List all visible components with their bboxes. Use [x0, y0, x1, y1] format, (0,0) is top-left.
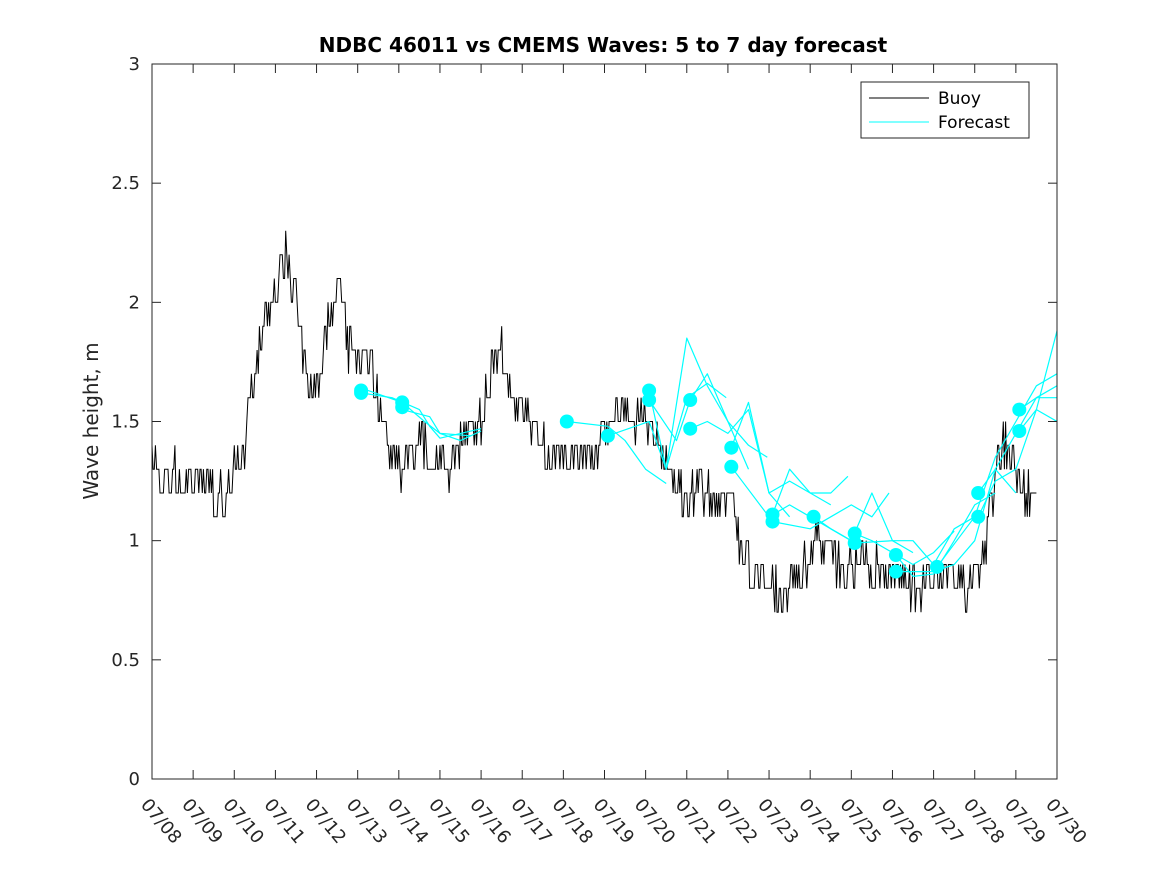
y-tick-label: 2.5: [111, 173, 140, 194]
forecast-marker: [600, 428, 615, 443]
forecast-marker: [888, 548, 903, 562]
forecast-marker: [971, 509, 986, 524]
forecast-marker: [559, 414, 574, 429]
forecast-marker: [1012, 424, 1027, 438]
forecast-marker: [888, 564, 903, 579]
forecast-series-line: [730, 401, 832, 506]
forecast-marker: [930, 559, 944, 574]
forecast-series-line: [566, 420, 667, 484]
forecast-marker: [971, 486, 986, 500]
y-tick-label: 0: [129, 769, 140, 790]
buoy-series-line: [152, 230, 1037, 613]
chart-title: NDBC 46011 vs CMEMS Waves: 5 to 7 day fo…: [319, 33, 888, 57]
forecast-series-line: [689, 409, 791, 518]
forecast-marker: [395, 400, 410, 415]
legend: Buoy Forecast: [860, 81, 1030, 139]
plot-area: [151, 63, 1058, 780]
forecast-marker: [724, 440, 739, 455]
forecast-marker: [806, 509, 821, 524]
forecast-series-line: [1018, 409, 1057, 432]
forecast-series-line: [772, 492, 890, 530]
forecast-marker: [1012, 402, 1027, 417]
forecast-marker: [354, 383, 369, 398]
y-tick-label: 3: [129, 54, 140, 75]
forecast-marker: [847, 536, 862, 550]
forecast-marker: [724, 459, 739, 474]
forecast-series-line: [854, 530, 955, 566]
forecast-marker: [765, 514, 780, 529]
y-tick-label: 2: [129, 292, 140, 313]
y-tick-label: 0.5: [111, 650, 140, 671]
forecast-series-line: [607, 382, 727, 470]
legend-label-forecast: Forecast: [938, 113, 1010, 133]
forecast-series-line: [360, 387, 482, 442]
forecast-marker: [642, 393, 657, 407]
forecast-series-line: [936, 373, 1057, 568]
legend-box: [860, 81, 1030, 139]
forecast-series-line: [813, 492, 914, 554]
y-axis-label: Wave height, m: [79, 342, 103, 499]
y-tick-label: 1: [129, 531, 140, 552]
forecast-series-line: [361, 392, 482, 439]
forecast-series-line: [402, 409, 471, 437]
forecast-marker: [683, 421, 698, 436]
legend-label-buoy: Buoy: [938, 89, 981, 109]
forecast-series-line: [854, 516, 976, 566]
forecast-marker: [683, 393, 698, 407]
forecast-series-line: [771, 468, 849, 515]
forecast-series-line: [648, 373, 768, 458]
y-tick-label: 1.5: [111, 412, 140, 433]
forecast-series-line: [977, 330, 1057, 518]
forecast-series-line: [895, 468, 1017, 573]
